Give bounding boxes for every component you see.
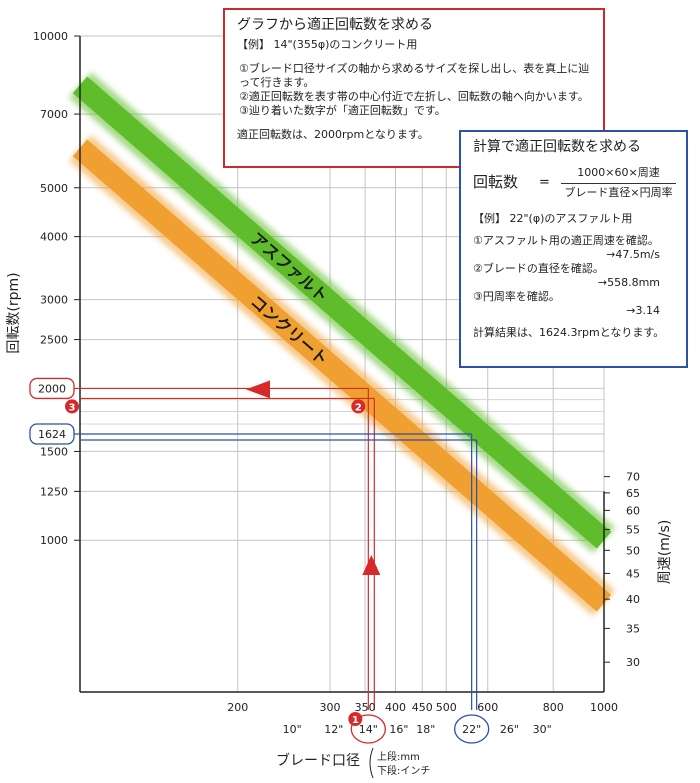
right-tick-label: 50 bbox=[626, 544, 640, 557]
graph-method-step3: ③辿り着いた数字が「適正回転数」です。 bbox=[239, 104, 446, 117]
y-tick-label: 1250 bbox=[40, 485, 68, 498]
axes bbox=[74, 35, 610, 693]
x-tick-label-mm: 600 bbox=[477, 701, 498, 714]
calc-step2: ②ブレードの直径を確認。 bbox=[473, 262, 604, 275]
graph-method-example: 【例】 14"(355φ)のコンクリート用 bbox=[237, 38, 418, 51]
highlight-1624 bbox=[29, 423, 75, 445]
x-tick-label-inch: 16" bbox=[389, 723, 408, 736]
x-tick-label-inch: 14" bbox=[359, 723, 378, 736]
band-1 bbox=[72, 139, 612, 612]
calc-method-example: 【例】 22"(φ)のアスファルト用 bbox=[473, 212, 633, 225]
rpm-formula: 回転数 = 1000×60×周速 ブレード直径×円周率 bbox=[473, 166, 676, 202]
y-tick-label: 4000 bbox=[40, 231, 68, 244]
marker-1-label: 1 bbox=[352, 715, 359, 726]
x-tick-label-mm: 200 bbox=[227, 701, 248, 714]
x-tick-label-inch: 30" bbox=[533, 723, 552, 736]
graph-method-result: 適正回転数は、2000rpmとなります。 bbox=[237, 128, 429, 141]
right-tick-label: 35 bbox=[626, 622, 640, 635]
x-tick-label-mm: 500 bbox=[436, 701, 457, 714]
y-tick-label: 2500 bbox=[40, 334, 68, 347]
y-tick-label: 3000 bbox=[40, 294, 68, 307]
x-tick-label-inch: 12" bbox=[324, 723, 343, 736]
formula-numerator: 1000×60×周速 bbox=[577, 166, 660, 179]
x-tick-label-inch: 10" bbox=[283, 723, 302, 736]
calc-step1: ①アスファルト用の適正周速を確認。 bbox=[473, 234, 659, 247]
x-note-bottom: 下段:インチ bbox=[377, 764, 430, 777]
x-tick-label-inch: 18" bbox=[416, 723, 435, 736]
marker-3 bbox=[65, 399, 79, 414]
x-tick-label-mm: 1000 bbox=[590, 701, 618, 714]
x-note-top: 上段:mm bbox=[377, 750, 420, 763]
y-value-1624: 1624 bbox=[38, 428, 66, 441]
band-0 bbox=[72, 76, 612, 549]
x-tick-label-mm: 350 bbox=[355, 701, 376, 714]
guides bbox=[29, 377, 490, 744]
marker-1 bbox=[348, 712, 363, 726]
formula-equals: = bbox=[539, 175, 550, 190]
right-axis-title: 周速(m/s) bbox=[657, 520, 673, 585]
right-tick-label: 30 bbox=[626, 656, 640, 669]
x-tick-label-inch: 26" bbox=[500, 723, 519, 736]
graph-method-title: グラフから適正回転数を求める bbox=[237, 17, 433, 33]
right-tick-label: 70 bbox=[626, 471, 640, 484]
formula-fraction-bar bbox=[561, 183, 676, 184]
y-value-2000: 2000 bbox=[38, 382, 66, 395]
circle-22inch bbox=[453, 714, 490, 744]
calc-method-result: 計算結果は、1624.3rpmとなります。 bbox=[473, 326, 665, 339]
x-tick-label-inch: 22" bbox=[462, 723, 481, 736]
x-tick-label-mm: 450 bbox=[412, 701, 433, 714]
y-tick-label: 1500 bbox=[40, 445, 68, 458]
right-tick-label: 45 bbox=[626, 567, 640, 580]
x-axis-title: ブレード口径 bbox=[276, 752, 360, 769]
note-bracket bbox=[369, 747, 374, 779]
x-tick-label-mm: 400 bbox=[385, 701, 406, 714]
y-tick-label: 1000 bbox=[40, 534, 68, 547]
circle-14inch bbox=[350, 714, 386, 744]
marker-3-label: 3 bbox=[69, 402, 76, 413]
right-tick-label: 55 bbox=[626, 523, 640, 536]
formula-lhs: 回転数 bbox=[473, 173, 519, 191]
right-tick-label: 40 bbox=[626, 593, 640, 606]
graph-method-step1: ①ブレード口径サイズの軸から求めるサイズを探し出し、表を真上に辿って行きます。 bbox=[239, 62, 590, 89]
calc-method-title: 計算で適正回転数を求める bbox=[473, 139, 641, 155]
right-tick-label: 60 bbox=[626, 504, 640, 517]
left-arrow bbox=[246, 380, 270, 399]
y-tick-label: 5000 bbox=[40, 182, 68, 195]
y-tick-label: 10000 bbox=[33, 30, 68, 43]
y-axis-title: 回転数(rpm) bbox=[6, 272, 22, 353]
right-tick-label: 65 bbox=[626, 487, 640, 500]
marker-2 bbox=[351, 399, 366, 414]
calc-step2-value: →558.8mm bbox=[597, 276, 660, 289]
marker-2-label: 2 bbox=[355, 402, 362, 413]
calc-step1-value: →47.5m/s bbox=[606, 248, 660, 261]
formula-denominator: ブレード直径×円周率 bbox=[564, 186, 673, 199]
bands bbox=[68, 72, 616, 617]
calc-method-box: 計算で適正回転数を求める 回転数 = 1000×60×周速 ブレード直径×円周率… bbox=[459, 130, 688, 368]
x-tick-label-mm: 300 bbox=[320, 701, 341, 714]
calc-step3: ③円周率を確認。 bbox=[473, 290, 560, 303]
calc-step3-value: →3.14 bbox=[626, 304, 660, 317]
highlight-2000 bbox=[29, 377, 75, 400]
up-arrow bbox=[362, 555, 381, 575]
x-tick-label-mm: 800 bbox=[543, 701, 564, 714]
y-tick-label: 7000 bbox=[40, 108, 68, 121]
graph-method-step2: ②適正回転数を表す帯の中心付近で左折し、回転数の軸へ向かいます。 bbox=[239, 90, 589, 103]
